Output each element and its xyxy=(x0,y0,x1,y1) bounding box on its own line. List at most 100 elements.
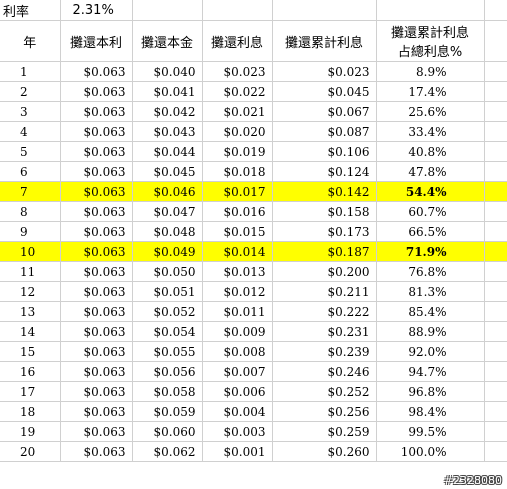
principal-cell[interactable]: $0.040 xyxy=(132,61,203,82)
cumulative-pct-cell[interactable]: 96.8% xyxy=(376,381,485,402)
empty-cell[interactable] xyxy=(484,281,507,302)
cumulative-pct-cell[interactable]: 81.3% xyxy=(376,281,485,302)
cumulative-interest-cell[interactable]: $0.087 xyxy=(272,121,377,142)
year-cell[interactable]: 7 xyxy=(0,181,61,202)
cumulative-interest-cell[interactable]: $0.158 xyxy=(272,201,377,222)
cumulative-pct-cell[interactable]: 33.4% xyxy=(376,121,485,142)
principal-cell[interactable]: $0.051 xyxy=(132,281,203,302)
empty-cell[interactable] xyxy=(484,321,507,342)
principal-cell[interactable]: $0.056 xyxy=(132,361,203,382)
principal-cell[interactable]: $0.062 xyxy=(132,441,203,462)
empty-cell[interactable] xyxy=(484,261,507,282)
interest-cell[interactable]: $0.006 xyxy=(202,381,273,402)
header-cumulative-interest[interactable]: 攤還累計利息 xyxy=(272,20,377,62)
header-interest[interactable]: 攤還利息 xyxy=(202,20,273,62)
interest-cell[interactable]: $0.009 xyxy=(202,321,273,342)
header-year[interactable]: 年 xyxy=(0,20,61,62)
empty-cell[interactable] xyxy=(484,401,507,422)
cumulative-pct-cell[interactable]: 88.9% xyxy=(376,321,485,342)
interest-cell[interactable]: $0.011 xyxy=(202,301,273,322)
header-payment[interactable]: 攤還本利 xyxy=(60,20,133,62)
empty-cell[interactable] xyxy=(484,20,507,62)
header-cumulative-interest-pct[interactable]: 攤還累計利息 占總利息% xyxy=(376,20,485,62)
principal-cell[interactable]: $0.047 xyxy=(132,201,203,222)
payment-cell[interactable]: $0.063 xyxy=(60,321,133,342)
interest-cell[interactable]: $0.013 xyxy=(202,261,273,282)
cumulative-pct-cell[interactable]: 99.5% xyxy=(376,421,485,442)
cumulative-interest-cell[interactable]: $0.256 xyxy=(272,401,377,422)
empty-cell[interactable] xyxy=(376,0,485,21)
payment-cell[interactable]: $0.063 xyxy=(60,281,133,302)
empty-cell[interactable] xyxy=(484,121,507,142)
year-cell[interactable]: 5 xyxy=(0,141,61,162)
empty-cell[interactable] xyxy=(272,0,377,21)
year-cell[interactable]: 13 xyxy=(0,301,61,322)
interest-cell[interactable]: $0.007 xyxy=(202,361,273,382)
empty-cell[interactable] xyxy=(484,361,507,382)
payment-cell[interactable]: $0.063 xyxy=(60,181,133,202)
payment-cell[interactable]: $0.063 xyxy=(60,161,133,182)
year-cell[interactable]: 9 xyxy=(0,221,61,242)
cumulative-pct-cell[interactable]: 40.8% xyxy=(376,141,485,162)
interest-cell[interactable]: $0.014 xyxy=(202,241,273,262)
year-cell[interactable]: 19 xyxy=(0,421,61,442)
empty-cell[interactable] xyxy=(484,381,507,402)
empty-cell[interactable] xyxy=(484,421,507,442)
rate-value[interactable]: 2.31% xyxy=(60,0,133,21)
interest-cell[interactable]: $0.021 xyxy=(202,101,273,122)
payment-cell[interactable]: $0.063 xyxy=(60,341,133,362)
cumulative-pct-cell[interactable]: 94.7% xyxy=(376,361,485,382)
payment-cell[interactable]: $0.063 xyxy=(60,61,133,82)
cumulative-interest-cell[interactable]: $0.231 xyxy=(272,321,377,342)
empty-cell[interactable] xyxy=(132,0,203,21)
interest-cell[interactable]: $0.003 xyxy=(202,421,273,442)
principal-cell[interactable]: $0.042 xyxy=(132,101,203,122)
empty-cell[interactable] xyxy=(484,0,507,21)
cumulative-pct-cell[interactable]: 66.5% xyxy=(376,221,485,242)
payment-cell[interactable]: $0.063 xyxy=(60,121,133,142)
payment-cell[interactable]: $0.063 xyxy=(60,241,133,262)
cumulative-pct-cell[interactable]: 17.4% xyxy=(376,81,485,102)
cumulative-interest-cell[interactable]: $0.200 xyxy=(272,261,377,282)
cumulative-interest-cell[interactable]: $0.023 xyxy=(272,61,377,82)
payment-cell[interactable]: $0.063 xyxy=(60,401,133,422)
payment-cell[interactable]: $0.063 xyxy=(60,221,133,242)
year-cell[interactable]: 17 xyxy=(0,381,61,402)
cumulative-pct-cell[interactable]: 71.9% xyxy=(376,241,485,262)
year-cell[interactable]: 2 xyxy=(0,81,61,102)
principal-cell[interactable]: $0.044 xyxy=(132,141,203,162)
empty-cell[interactable] xyxy=(484,141,507,162)
principal-cell[interactable]: $0.049 xyxy=(132,241,203,262)
empty-cell[interactable] xyxy=(484,221,507,242)
header-principal[interactable]: 攤還本金 xyxy=(132,20,203,62)
empty-cell[interactable] xyxy=(484,101,507,122)
interest-cell[interactable]: $0.008 xyxy=(202,341,273,362)
year-cell[interactable]: 4 xyxy=(0,121,61,142)
cumulative-interest-cell[interactable]: $0.260 xyxy=(272,441,377,462)
empty-cell[interactable] xyxy=(484,341,507,362)
year-cell[interactable]: 10 xyxy=(0,241,61,262)
year-cell[interactable]: 8 xyxy=(0,201,61,222)
empty-cell[interactable] xyxy=(484,241,507,262)
cumulative-interest-cell[interactable]: $0.106 xyxy=(272,141,377,162)
principal-cell[interactable]: $0.048 xyxy=(132,221,203,242)
year-cell[interactable]: 3 xyxy=(0,101,61,122)
payment-cell[interactable]: $0.063 xyxy=(60,201,133,222)
empty-cell[interactable] xyxy=(484,181,507,202)
cumulative-interest-cell[interactable]: $0.239 xyxy=(272,341,377,362)
cumulative-pct-cell[interactable]: 25.6% xyxy=(376,101,485,122)
interest-cell[interactable]: $0.016 xyxy=(202,201,273,222)
principal-cell[interactable]: $0.041 xyxy=(132,81,203,102)
interest-cell[interactable]: $0.020 xyxy=(202,121,273,142)
payment-cell[interactable]: $0.063 xyxy=(60,381,133,402)
rate-label[interactable]: 利率 xyxy=(0,0,61,21)
cumulative-pct-cell[interactable]: 60.7% xyxy=(376,201,485,222)
cumulative-interest-cell[interactable]: $0.142 xyxy=(272,181,377,202)
principal-cell[interactable]: $0.055 xyxy=(132,341,203,362)
cumulative-pct-cell[interactable]: 98.4% xyxy=(376,401,485,422)
cumulative-interest-cell[interactable]: $0.259 xyxy=(272,421,377,442)
interest-cell[interactable]: $0.001 xyxy=(202,441,273,462)
principal-cell[interactable]: $0.050 xyxy=(132,261,203,282)
cumulative-interest-cell[interactable]: $0.124 xyxy=(272,161,377,182)
cumulative-interest-cell[interactable]: $0.252 xyxy=(272,381,377,402)
